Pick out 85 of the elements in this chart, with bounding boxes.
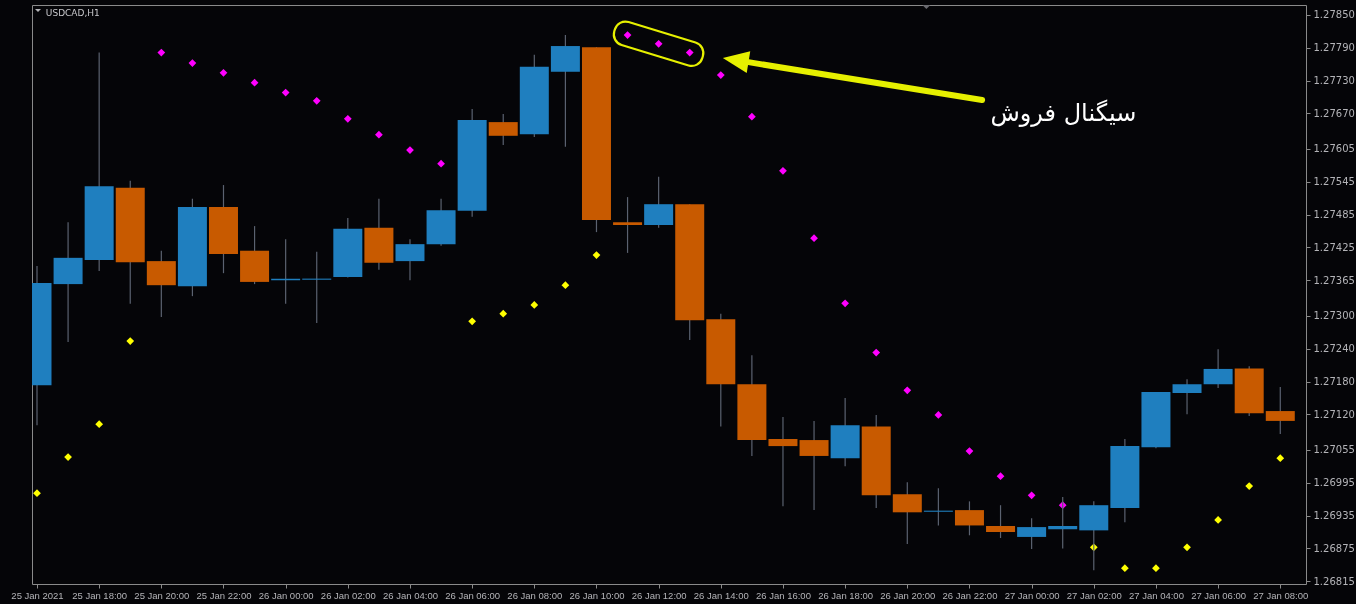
x-tick-label: 25 Jan 20:00 (134, 589, 190, 601)
x-tick-label: 26 Jan 20:00 (880, 589, 936, 601)
y-tick-label: 1.27120 (1313, 408, 1355, 420)
point (996, 472, 1005, 481)
y-tick-label: 1.26875 (1313, 542, 1355, 554)
point (281, 88, 290, 97)
x-tick-label: 26 Jan 04:00 (383, 589, 438, 601)
y-tick-label: 1.27850 (1313, 9, 1355, 21)
point (623, 31, 632, 39)
x-tick-label: 27 Jan 04:00 (1128, 589, 1184, 601)
point (810, 234, 818, 243)
y-tick-label: 1.26815 (1313, 575, 1355, 587)
x-tick-label: 27 Jan 00:00 (1004, 589, 1060, 601)
x-tick-label: 26 Jan 10:00 (569, 589, 625, 601)
point (903, 386, 912, 395)
point (126, 337, 135, 345)
candlestick (613, 196, 643, 254)
point (654, 39, 663, 48)
point (468, 317, 477, 326)
point (561, 281, 570, 290)
x-tick-label: 27 Jan 08:00 (1253, 589, 1309, 601)
y-tick-label: 1.26995 (1313, 477, 1355, 489)
x-tick-label: 26 Jan 12:00 (631, 589, 687, 601)
y-tick-label: 1.27055 (1313, 444, 1355, 456)
point (872, 348, 881, 357)
point (1245, 482, 1254, 490)
candlestick (768, 416, 798, 507)
x-tick-label: 26 Jan 22:00 (942, 589, 998, 601)
y-tick-label: 1.27485 (1313, 209, 1355, 221)
x-tick-label: 26 Jan 16:00 (756, 589, 811, 601)
point (965, 447, 974, 455)
y-tick-label: 1.27240 (1313, 343, 1355, 355)
x-tick-label: 25 Jan 18:00 (72, 589, 128, 601)
point (748, 112, 756, 121)
x-tick-label: 26 Jan 08:00 (507, 589, 563, 601)
point (1152, 564, 1160, 572)
point (530, 301, 539, 309)
candlestick (1048, 496, 1078, 550)
point (375, 130, 383, 139)
point (716, 71, 725, 79)
point (499, 309, 508, 318)
x-tick-label: 27 Jan 06:00 (1191, 589, 1247, 601)
chart-title: USDCAD,H1 (45, 8, 100, 18)
y-tick-label: 1.27425 (1313, 241, 1355, 253)
candlestick (1172, 378, 1202, 415)
y-tick-label: 1.27605 (1313, 143, 1355, 155)
point (95, 420, 104, 429)
y-tick-label: 1.27545 (1313, 176, 1355, 188)
point (250, 78, 259, 87)
y-tick-label: 1.27180 (1313, 376, 1355, 388)
y-tick-label: 1.27365 (1313, 274, 1355, 286)
y-tick-label: 1.26935 (1313, 510, 1355, 522)
x-tick-label: 26 Jan 02:00 (320, 589, 376, 601)
point (33, 489, 41, 498)
y-tick-label: 1.27730 (1313, 75, 1355, 87)
point (934, 411, 943, 419)
y-tick-label: 1.27300 (1313, 310, 1355, 322)
x-tick-label: 26 Jan 18:00 (818, 589, 874, 601)
y-tick-label: 1.27670 (1313, 107, 1355, 119)
x-tick-label: 26 Jan 00:00 (258, 589, 314, 601)
point (1027, 491, 1036, 500)
point (219, 68, 228, 77)
point (437, 159, 445, 168)
candlestick (302, 251, 332, 324)
x-tick-label: 25 Jan 2021 (11, 589, 64, 601)
point (592, 251, 601, 259)
x-tick-label: 26 Jan 14:00 (693, 589, 749, 601)
point (841, 299, 849, 308)
point (1276, 454, 1285, 462)
x-tick-label: 27 Jan 02:00 (1066, 589, 1122, 601)
point (685, 48, 694, 57)
candlestick (986, 504, 1016, 539)
point (1183, 543, 1191, 552)
annotation: سیگنال فروش (990, 99, 1137, 127)
x-tick-label: 26 Jan 06:00 (445, 589, 501, 601)
candlestick (923, 487, 953, 527)
point (312, 96, 321, 105)
point (343, 114, 352, 123)
point (1214, 516, 1222, 524)
point (157, 48, 166, 57)
point (1121, 564, 1129, 572)
y-tick-label: 1.27790 (1313, 42, 1355, 54)
point (779, 166, 787, 175)
point (188, 59, 197, 67)
x-tick-label: 25 Jan 22:00 (196, 589, 252, 601)
